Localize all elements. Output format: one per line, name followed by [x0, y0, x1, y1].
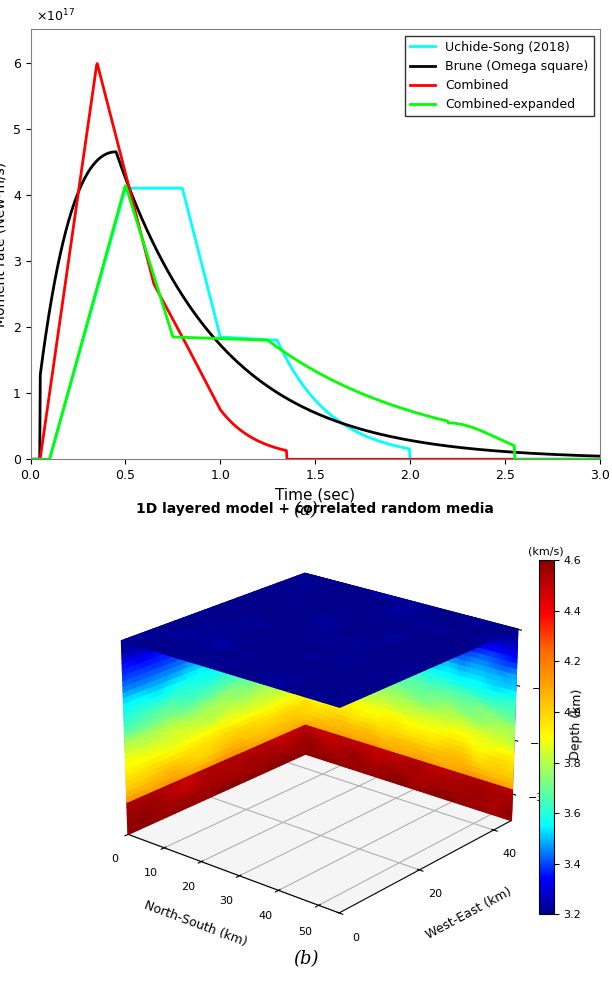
Combined: [27, 453, 34, 465]
Combined-expanded: [278, 344, 286, 356]
Combined-expanded: [258, 334, 265, 346]
Y-axis label: West-East (km): West-East (km): [424, 885, 514, 942]
Brune (Omega square): [278, 389, 286, 401]
Legend: Uchide-Song (2018), Brune (Omega square), Combined, Combined-expanded: Uchide-Song (2018), Brune (Omega square)…: [405, 35, 594, 117]
Combined: [94, 58, 101, 70]
Combined: [471, 453, 479, 465]
Text: $\times 10^{17}$: $\times 10^{17}$: [36, 7, 75, 24]
Combined: [278, 443, 286, 455]
Combined-expanded: [596, 453, 603, 465]
Combined: [419, 453, 426, 465]
Brune (Omega square): [471, 443, 479, 455]
Combined-expanded: [482, 427, 489, 438]
Combined-expanded: [85, 312, 92, 323]
Combined-expanded: [471, 423, 479, 434]
Uchide-Song (2018): [471, 453, 479, 465]
Brune (Omega square): [85, 165, 92, 177]
Brune (Omega square): [482, 444, 489, 456]
Uchide-Song (2018): [482, 453, 489, 465]
Y-axis label: Moment rate (New-m/s): Moment rate (New-m/s): [0, 162, 7, 327]
Combined: [85, 114, 92, 126]
Line: Uchide-Song (2018): Uchide-Song (2018): [31, 188, 600, 459]
Combined: [258, 436, 265, 448]
Line: Combined-expanded: Combined-expanded: [31, 186, 600, 459]
Uchide-Song (2018): [596, 453, 603, 465]
Combined-expanded: [122, 180, 129, 192]
Title: (km/s): (km/s): [528, 547, 564, 556]
Line: Brune (Omega square): Brune (Omega square): [31, 151, 600, 459]
Combined-expanded: [419, 409, 426, 421]
Uchide-Song (2018): [85, 314, 92, 325]
Uchide-Song (2018): [258, 333, 265, 345]
Title: 1D layered model + correlated random media: 1D layered model + correlated random med…: [136, 501, 494, 516]
Line: Combined: Combined: [31, 64, 600, 459]
Brune (Omega square): [258, 376, 265, 387]
X-axis label: North-South (km): North-South (km): [143, 899, 249, 950]
Uchide-Song (2018): [419, 453, 426, 465]
Brune (Omega square): [419, 436, 426, 448]
Combined: [482, 453, 489, 465]
Brune (Omega square): [27, 453, 34, 465]
Brune (Omega square): [596, 450, 603, 462]
Text: (a): (a): [294, 501, 318, 519]
Combined-expanded: [27, 453, 34, 465]
Uchide-Song (2018): [122, 182, 129, 194]
Uchide-Song (2018): [27, 453, 34, 465]
Brune (Omega square): [113, 145, 120, 157]
Combined: [596, 453, 603, 465]
Uchide-Song (2018): [278, 344, 286, 356]
X-axis label: Time (sec): Time (sec): [275, 488, 355, 502]
Text: (b): (b): [293, 951, 319, 968]
